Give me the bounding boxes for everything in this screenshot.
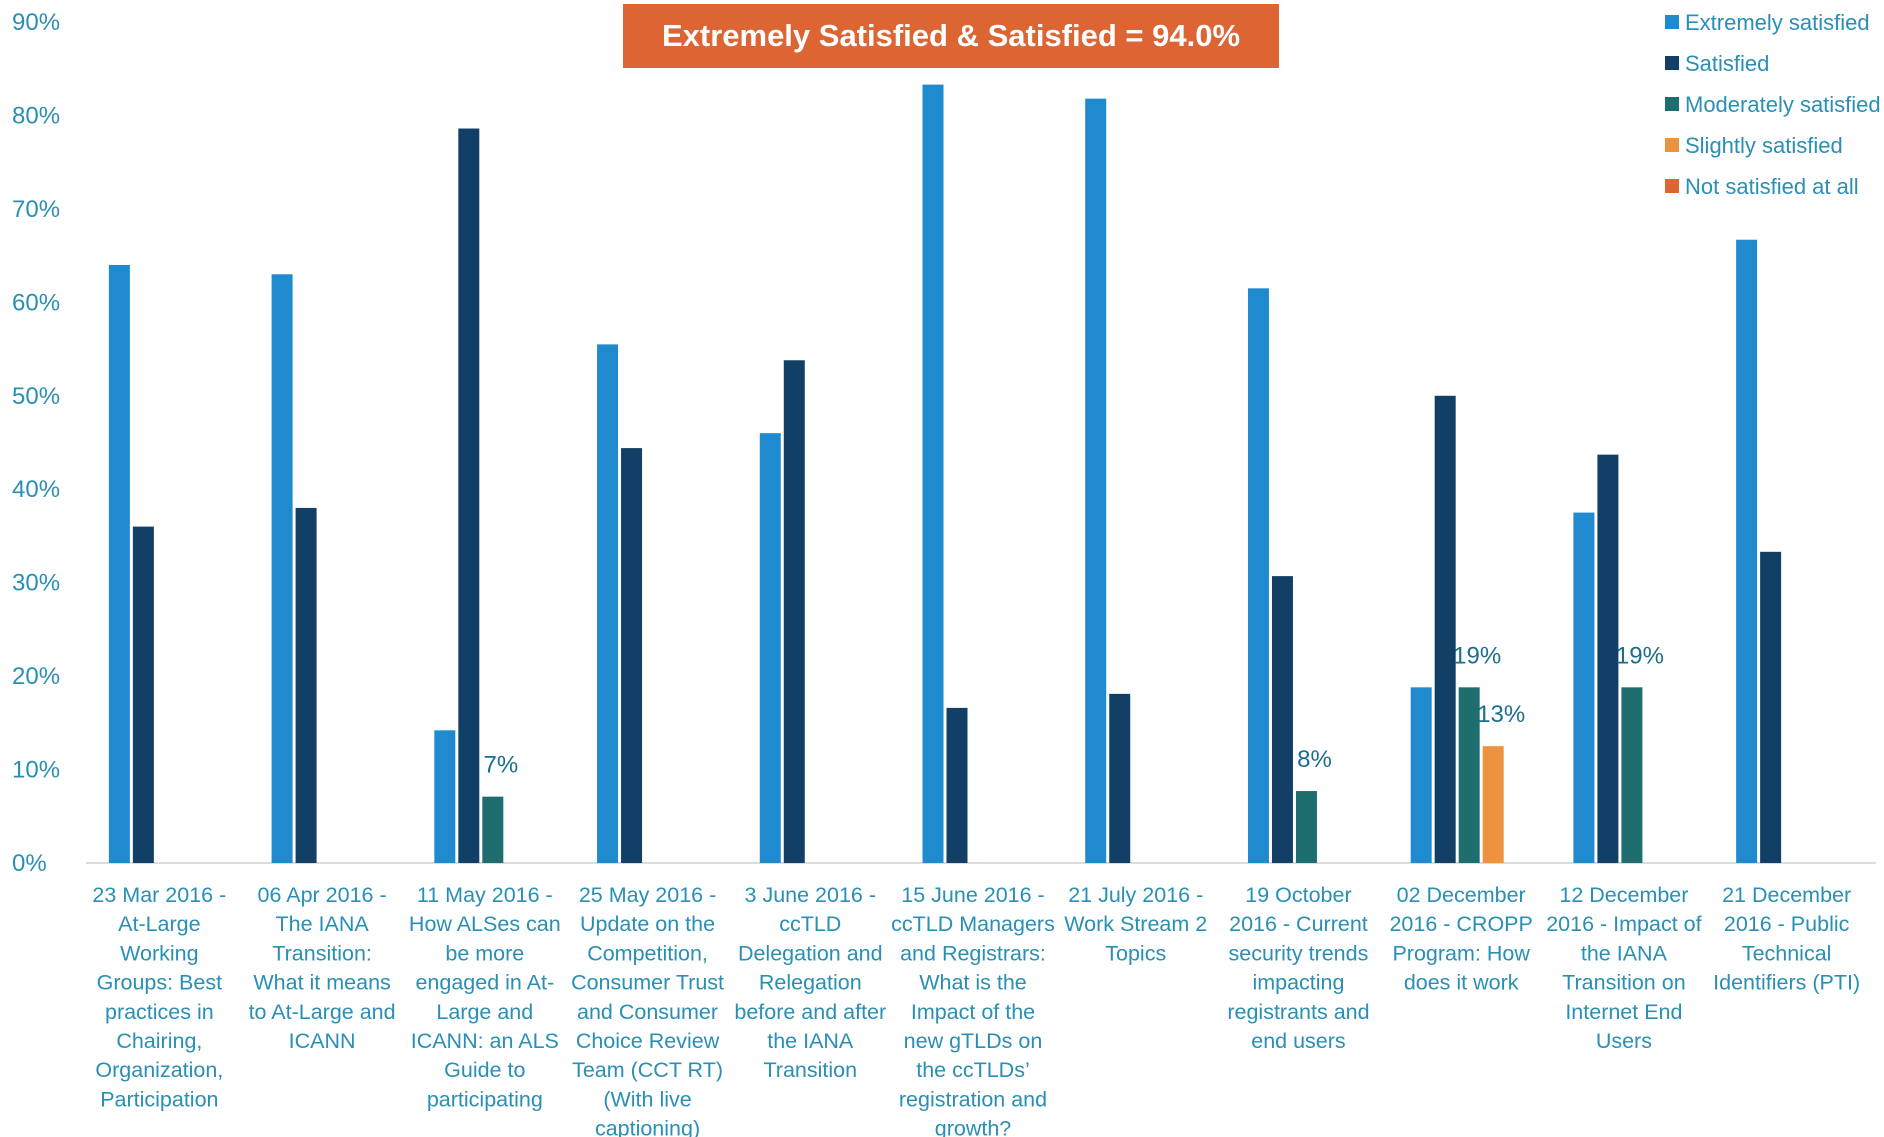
bar-moderately-satisfied <box>1621 687 1643 863</box>
legend-label: Satisfied <box>1685 51 1769 76</box>
bar-extremely-satisfied <box>1736 239 1758 863</box>
data-label: 19% <box>1453 642 1501 669</box>
bar-satisfied <box>783 360 805 863</box>
legend-swatch <box>1665 179 1679 193</box>
bar-satisfied <box>132 526 154 863</box>
bar-satisfied <box>1760 551 1782 863</box>
data-label: 8% <box>1297 746 1332 773</box>
bar-satisfied <box>1434 395 1456 863</box>
x-category-label: 19 October 2016 - Current security trends i… <box>1227 883 1369 1053</box>
bar-extremely-satisfied <box>434 730 456 863</box>
data-labels: 7% 8% 19% 13% 19% <box>483 642 1663 778</box>
bar-satisfied <box>1271 576 1293 863</box>
bar-extremely-satisfied <box>1085 98 1107 863</box>
legend-swatch <box>1665 56 1679 70</box>
bar-extremely-satisfied <box>1410 687 1432 863</box>
bars <box>108 84 1782 864</box>
x-category-label: 25 May 2016 -Update on the Competition, Co… <box>571 883 724 1137</box>
bar-moderately-satisfied <box>1295 791 1317 863</box>
bar-extremely-satisfied <box>271 274 293 863</box>
data-label: 7% <box>483 752 518 779</box>
y-tick-label: 50% <box>12 383 60 410</box>
bar-extremely-satisfied <box>1573 512 1595 863</box>
x-category-label: 3 June 2016 -ccTLD Delegation and Relegati… <box>734 883 886 1082</box>
y-tick-label: 40% <box>12 476 60 503</box>
x-category-label: 02 December 2016 - CROPP Program: How does … <box>1389 883 1532 995</box>
y-tick-label: 70% <box>12 196 60 223</box>
x-category-label: 15 June 2016 -ccTLD Managers and Registra… <box>891 883 1055 1137</box>
bar-satisfied <box>621 448 643 863</box>
y-tick-label: 20% <box>12 663 60 690</box>
bar-satisfied <box>1597 454 1619 863</box>
legend-label: Slightly satisfied <box>1685 133 1843 158</box>
legend-swatch <box>1665 138 1679 152</box>
y-axis: 0% 10% 20% 30% 40% 50% 60% 70% 80% 90% <box>12 9 60 877</box>
bar-satisfied <box>946 707 968 863</box>
bar-satisfied <box>295 507 317 863</box>
x-category-label: 21 July 2016 -Work Stream 2 Topics <box>1064 883 1207 965</box>
bar-slightly-satisfied <box>1482 746 1504 863</box>
bar-extremely-satisfied <box>597 344 619 864</box>
bar-extremely-satisfied <box>922 84 944 863</box>
bar-satisfied <box>458 128 480 863</box>
legend-swatch <box>1665 97 1679 111</box>
y-tick-label: 30% <box>12 570 60 597</box>
x-category-label: 12 December 2016 - Impact of the IANA Trans… <box>1546 883 1701 1053</box>
bar-satisfied <box>1109 693 1131 863</box>
data-label: 19% <box>1616 642 1664 669</box>
legend-swatch <box>1665 15 1679 29</box>
bar-extremely-satisfied <box>759 433 781 863</box>
legend: Extremely satisfied Satisfied Moderately s… <box>1665 10 1881 199</box>
legend-label: Not satisfied at all <box>1685 174 1859 199</box>
bar-moderately-satisfied <box>1458 687 1480 863</box>
x-axis-labels: 23 Mar 2016 -At-Large Working Groups: Best… <box>92 883 1860 1137</box>
y-tick-label: 90% <box>12 9 60 36</box>
bar-extremely-satisfied <box>1247 288 1269 864</box>
y-tick-label: 80% <box>12 102 60 129</box>
y-tick-label: 0% <box>12 850 47 877</box>
summary-banner: Extremely Satisfied & Satisfied = 94.0% <box>623 4 1279 68</box>
x-category-label: 21 December 2016 - Public Technical Identif… <box>1713 883 1860 995</box>
legend-label: Moderately satisfied <box>1685 92 1881 117</box>
bar-moderately-satisfied <box>482 796 504 863</box>
x-category-label: 11 May 2016 -How ALSes can be more engaged… <box>409 883 561 1111</box>
data-label: 13% <box>1477 701 1525 728</box>
bar-extremely-satisfied <box>108 264 130 863</box>
legend-label: Extremely satisfied <box>1685 10 1870 35</box>
y-tick-label: 60% <box>12 289 60 316</box>
x-category-label: 06 Apr 2016 -The IANA Transition: What it … <box>249 883 396 1053</box>
x-category-label: 23 Mar 2016 -At-Large Working Groups: Best… <box>92 883 226 1111</box>
y-tick-label: 10% <box>12 757 60 784</box>
